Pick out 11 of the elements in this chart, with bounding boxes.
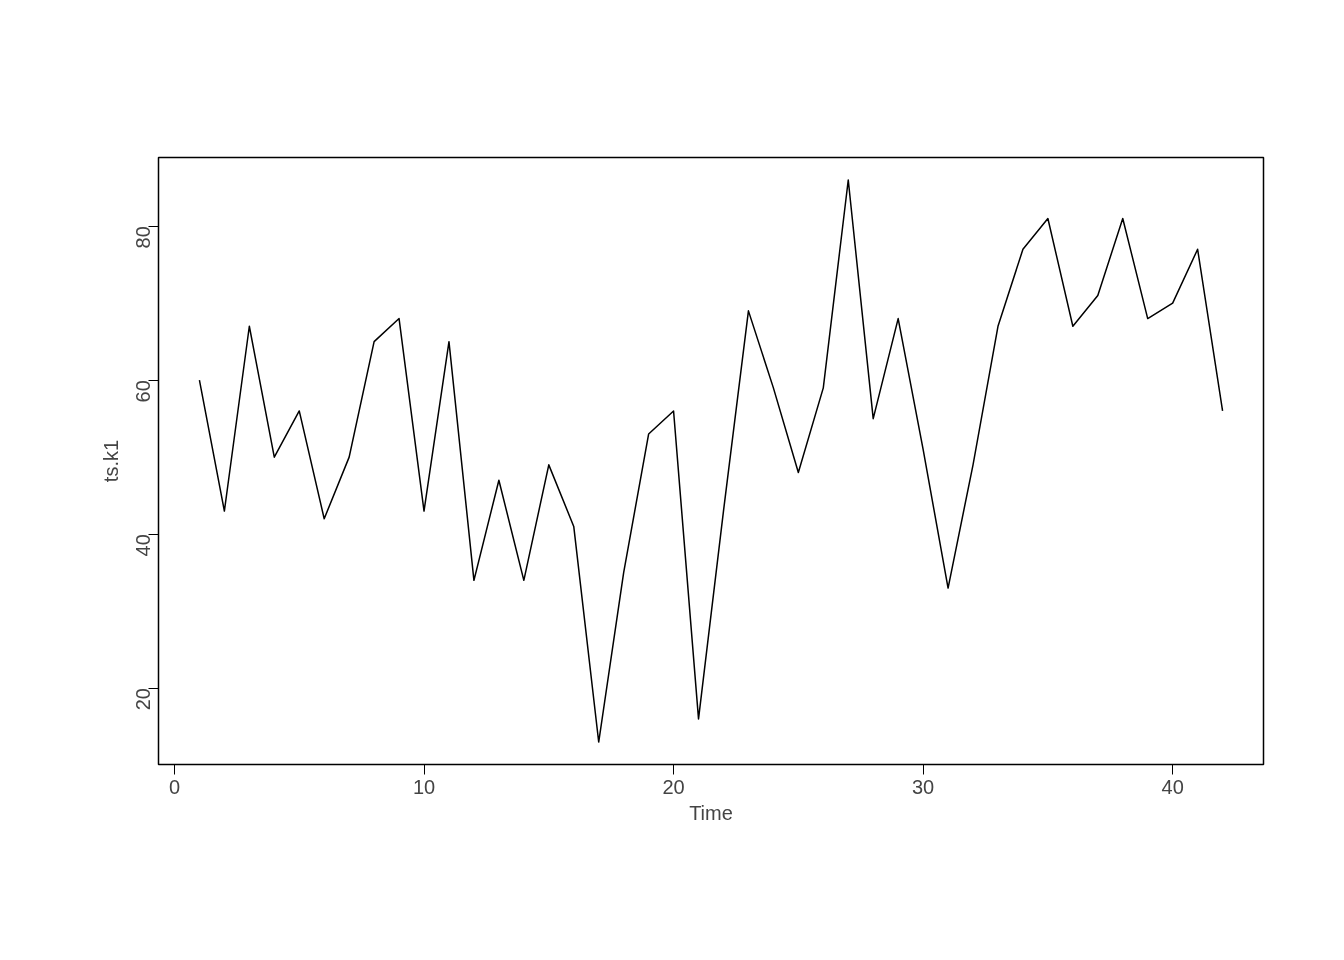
x-tick-label: 40 xyxy=(1161,775,1184,798)
y-tick-label: 20 xyxy=(132,688,155,711)
y-tick-label: 80 xyxy=(132,226,155,249)
x-tick-label: 30 xyxy=(911,775,935,798)
x-axis-title: Time xyxy=(689,801,733,824)
y-tick-label: 60 xyxy=(132,380,155,403)
x-tick-label: 20 xyxy=(662,775,685,798)
y-tick-label: 40 xyxy=(132,534,155,557)
x-tick-label: 10 xyxy=(412,775,436,798)
x-tick-label: 0 xyxy=(168,775,181,798)
y-axis-title: ts.k1 xyxy=(99,439,122,483)
